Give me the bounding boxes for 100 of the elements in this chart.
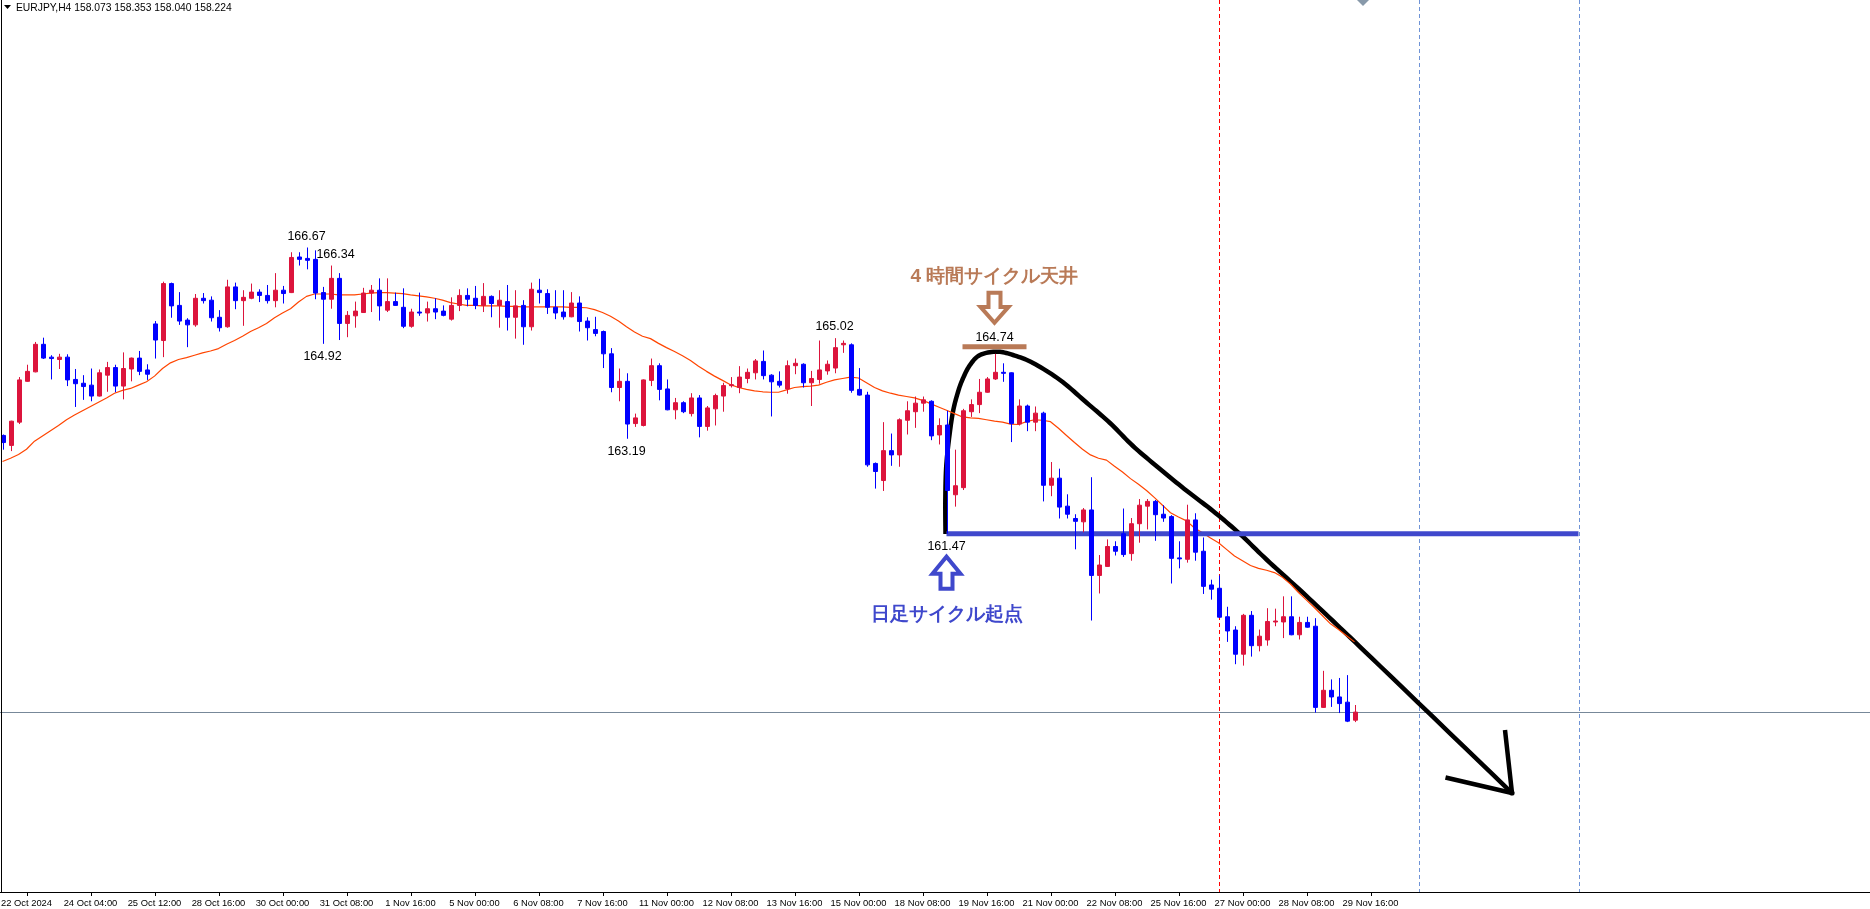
candlestick xyxy=(1241,613,1246,667)
candlestick xyxy=(777,370,782,389)
candlestick xyxy=(969,398,974,418)
candlestick xyxy=(481,282,486,313)
candlestick xyxy=(161,281,166,358)
candlestick xyxy=(689,392,694,417)
candlestick xyxy=(1217,574,1222,619)
candlestick xyxy=(825,359,830,376)
x-tick-label: 11 Nov 00:00 xyxy=(638,896,695,908)
candlestick xyxy=(817,340,822,385)
candlestick xyxy=(705,405,710,432)
candlestick xyxy=(457,288,462,312)
annotation: 166.34 xyxy=(316,246,355,261)
candlestick xyxy=(113,364,118,393)
candlestick xyxy=(369,284,374,313)
candlestick xyxy=(1281,595,1286,639)
candlestick xyxy=(1225,606,1230,643)
candlestick xyxy=(1305,616,1310,629)
candlestick xyxy=(1193,512,1198,562)
candlestick xyxy=(721,382,726,413)
candlestick xyxy=(73,368,78,408)
candlestick xyxy=(1249,610,1254,658)
candlestick xyxy=(345,310,350,338)
candlestick xyxy=(1161,504,1166,523)
candlestick xyxy=(1257,629,1262,652)
candlestick xyxy=(641,378,646,427)
candlestick xyxy=(361,287,366,314)
candlestick xyxy=(1129,517,1134,562)
x-tick-label: 13 Nov 16:00 xyxy=(766,896,823,908)
candlestick xyxy=(1153,499,1158,542)
candlestick xyxy=(801,362,806,389)
x-tick-label: 5 Nov 00:00 xyxy=(449,896,500,908)
annotation: 165.02 xyxy=(815,319,854,334)
candlestick xyxy=(889,433,894,467)
candlestick xyxy=(1137,498,1142,544)
candlestick xyxy=(289,251,294,294)
candlestick xyxy=(297,251,302,267)
candlestick xyxy=(1329,678,1334,708)
candlestick xyxy=(401,287,406,329)
candlestick xyxy=(1297,616,1302,641)
candlestick xyxy=(785,359,790,395)
candlestick xyxy=(249,283,254,300)
candlestick xyxy=(913,396,918,429)
candlestick xyxy=(1145,498,1150,530)
x-tick-label: 21 Nov 00:00 xyxy=(1022,896,1079,908)
candlestick xyxy=(633,413,638,428)
candlestick xyxy=(769,373,774,417)
candlestick xyxy=(185,317,190,348)
candlestick xyxy=(273,272,278,308)
x-tick-label: 27 Nov 00:00 xyxy=(1214,896,1271,908)
candlestick xyxy=(417,292,422,317)
chart-title: EURJPY,H4 158.073 158.353 158.040 158.224 xyxy=(16,2,232,13)
candlestick xyxy=(673,397,678,420)
candlestick xyxy=(385,277,390,313)
candlestick xyxy=(681,400,686,414)
candlestick xyxy=(577,295,582,332)
candlestick xyxy=(697,394,702,438)
x-tick-label: 22 Nov 08:00 xyxy=(1086,896,1143,908)
candlestick xyxy=(225,279,230,329)
candlestick xyxy=(265,284,270,304)
candlestick xyxy=(1177,540,1182,569)
candlestick xyxy=(1209,579,1214,601)
candlestick xyxy=(961,408,966,491)
candlestick xyxy=(713,393,718,426)
x-tick-label: 6 Nov 08:00 xyxy=(513,896,564,908)
x-tick-label: 22 Oct 2024 xyxy=(0,896,53,908)
candlestick xyxy=(201,292,206,304)
candlestick xyxy=(121,351,126,400)
candlestick xyxy=(449,296,454,322)
x-tick-label: 24 Oct 04:00 xyxy=(63,896,118,908)
candlestick xyxy=(953,449,958,508)
x-tick-label: 28 Oct 16:00 xyxy=(191,896,246,908)
candlestick xyxy=(1057,468,1062,519)
x-tick-label: 1 Nov 16:00 xyxy=(385,896,436,908)
candlestick xyxy=(209,295,214,323)
candlestick xyxy=(537,278,542,304)
candlestick xyxy=(1185,504,1190,564)
candlestick xyxy=(217,309,222,332)
candlestick xyxy=(393,292,398,307)
candlestick xyxy=(1289,595,1294,636)
candlestick xyxy=(601,330,606,369)
candlestick xyxy=(793,358,798,375)
candlestick xyxy=(129,357,134,382)
candlestick xyxy=(881,421,886,492)
x-tick-label: 19 Nov 16:00 xyxy=(958,896,1015,908)
candlestick xyxy=(1065,493,1070,519)
candlestick xyxy=(1025,404,1030,432)
candlestick xyxy=(1073,513,1078,550)
candlestick xyxy=(521,299,526,346)
x-tick-label: 18 Nov 08:00 xyxy=(894,896,951,908)
candlestick xyxy=(145,363,150,381)
candlestick xyxy=(1089,476,1094,622)
candlestick xyxy=(465,287,470,307)
candlestick xyxy=(105,361,110,393)
candlestick xyxy=(193,293,198,328)
candlestick xyxy=(593,316,598,337)
candlestick xyxy=(993,353,998,381)
candlestick xyxy=(1097,554,1102,594)
candlestick xyxy=(1049,461,1054,497)
candlestick xyxy=(321,286,326,345)
